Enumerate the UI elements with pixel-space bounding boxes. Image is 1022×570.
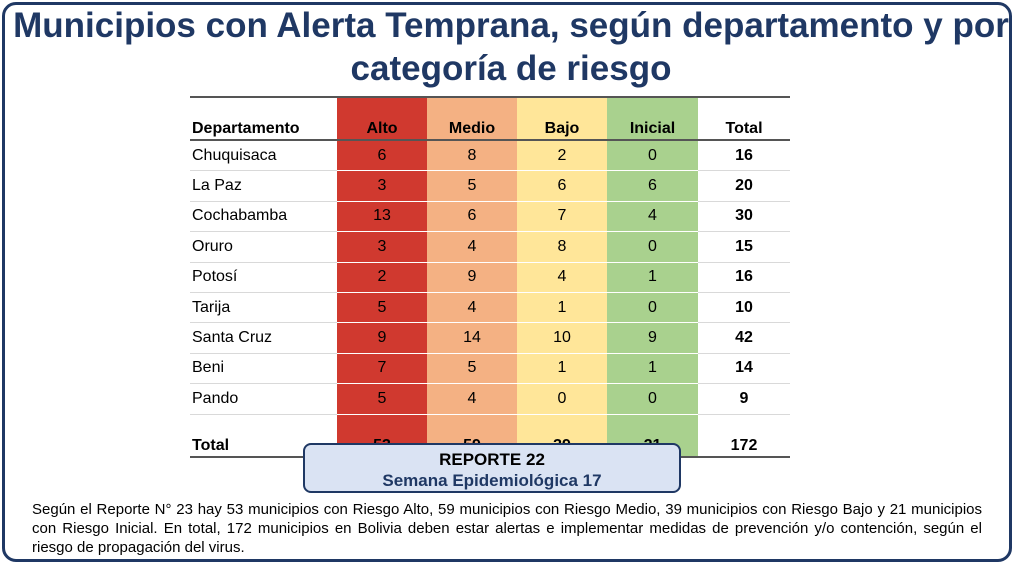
cell-total: 16 xyxy=(698,140,790,172)
report-number: REPORTE 22 xyxy=(439,450,545,469)
cell-medio: 4 xyxy=(427,292,517,324)
cell-dep: Potosí xyxy=(190,262,337,293)
cell-alto: 3 xyxy=(337,231,427,263)
table-row: Beni 7 5 1 1 14 xyxy=(190,353,790,385)
cell-total: 15 xyxy=(698,231,790,263)
header-inicial: Inicial xyxy=(607,96,698,141)
slide-title: Municipios con Alerta Temprana, según de… xyxy=(13,6,1009,88)
cell-inicial: 0 xyxy=(607,383,698,415)
cell-dep: Oruro xyxy=(190,231,337,263)
cell-medio: 4 xyxy=(427,383,517,415)
cell-alto: 5 xyxy=(337,383,427,415)
cell-alto: 7 xyxy=(337,353,427,385)
cell-medio: 5 xyxy=(427,170,517,202)
cell-dep: La Paz xyxy=(190,170,337,202)
cell-alto: 3 xyxy=(337,170,427,202)
table-row: Pando 5 4 0 0 9 xyxy=(190,383,790,415)
cell-dep: Tarija xyxy=(190,292,337,324)
cell-bajo: 8 xyxy=(517,231,607,263)
cell-dep: Chuquisaca xyxy=(190,140,337,172)
cell-bajo: 4 xyxy=(517,262,607,293)
report-week: Semana Epidemiológica 17 xyxy=(382,471,602,490)
cell-inicial: 0 xyxy=(607,231,698,263)
table-row: Oruro 3 4 8 0 15 xyxy=(190,231,790,263)
cell-total: 42 xyxy=(698,322,790,354)
cell-inicial: 9 xyxy=(607,322,698,354)
report-box: REPORTE 22 Semana Epidemiológica 17 xyxy=(303,443,681,493)
header-departamento: Departamento xyxy=(190,96,337,141)
cell-inicial: 4 xyxy=(607,201,698,233)
table-header-row: Departamento Alto Medio Bajo Inicial Tot… xyxy=(190,96,790,141)
cell-bajo: 6 xyxy=(517,170,607,202)
cell-total: 14 xyxy=(698,353,790,385)
cell-medio: 6 xyxy=(427,201,517,233)
cell-inicial: 6 xyxy=(607,170,698,202)
cell-inicial: 0 xyxy=(607,140,698,172)
header-total: Total xyxy=(698,96,790,141)
cell-alto: 6 xyxy=(337,140,427,172)
cell-medio: 9 xyxy=(427,262,517,293)
cell-medio: 8 xyxy=(427,140,517,172)
cell-alto: 2 xyxy=(337,262,427,293)
cell-inicial: 1 xyxy=(607,262,698,293)
cell-dep: Beni xyxy=(190,353,337,385)
risk-table: Departamento Alto Medio Bajo Inicial Tot… xyxy=(190,96,790,458)
cell-inicial: 1 xyxy=(607,353,698,385)
summary-note: Según el Reporte N° 23 hay 53 municipios… xyxy=(32,501,982,556)
cell-dep: Santa Cruz xyxy=(190,322,337,354)
cell-alto: 13 xyxy=(337,201,427,233)
cell-dep: Pando xyxy=(190,383,337,415)
table-row: Chuquisaca 6 8 2 0 16 xyxy=(190,140,790,172)
table-row: Santa Cruz 9 14 10 9 42 xyxy=(190,322,790,354)
header-bajo: Bajo xyxy=(517,96,607,141)
cell-medio: 5 xyxy=(427,353,517,385)
cell-inicial: 0 xyxy=(607,292,698,324)
cell-bajo: 7 xyxy=(517,201,607,233)
cell-bajo: 1 xyxy=(517,292,607,324)
cell-total: 9 xyxy=(698,383,790,415)
cell-bajo: 10 xyxy=(517,322,607,354)
cell-bajo: 0 xyxy=(517,383,607,415)
cell-bajo: 1 xyxy=(517,353,607,385)
header-alto: Alto xyxy=(337,96,427,141)
header-medio: Medio xyxy=(427,96,517,141)
table-row: Tarija 5 4 1 0 10 xyxy=(190,292,790,324)
table-body: Chuquisaca 6 8 2 0 16 La Paz 3 5 6 6 20 Cochabamba 13… xyxy=(190,140,790,415)
table-row: Cochabamba 13 6 7 4 30 xyxy=(190,201,790,233)
cell-alto: 9 xyxy=(337,322,427,354)
cell-alto: 5 xyxy=(337,292,427,324)
totals-total: 172 xyxy=(698,414,790,458)
cell-dep: Cochabamba xyxy=(190,201,337,233)
cell-bajo: 2 xyxy=(517,140,607,172)
table-row: La Paz 3 5 6 6 20 xyxy=(190,170,790,202)
cell-total: 20 xyxy=(698,170,790,202)
table-row: Potosí 2 9 4 1 16 xyxy=(190,262,790,293)
cell-medio: 14 xyxy=(427,322,517,354)
cell-medio: 4 xyxy=(427,231,517,263)
slide-frame xyxy=(2,2,1012,562)
cell-total: 30 xyxy=(698,201,790,233)
cell-total: 10 xyxy=(698,292,790,324)
cell-total: 16 xyxy=(698,262,790,293)
